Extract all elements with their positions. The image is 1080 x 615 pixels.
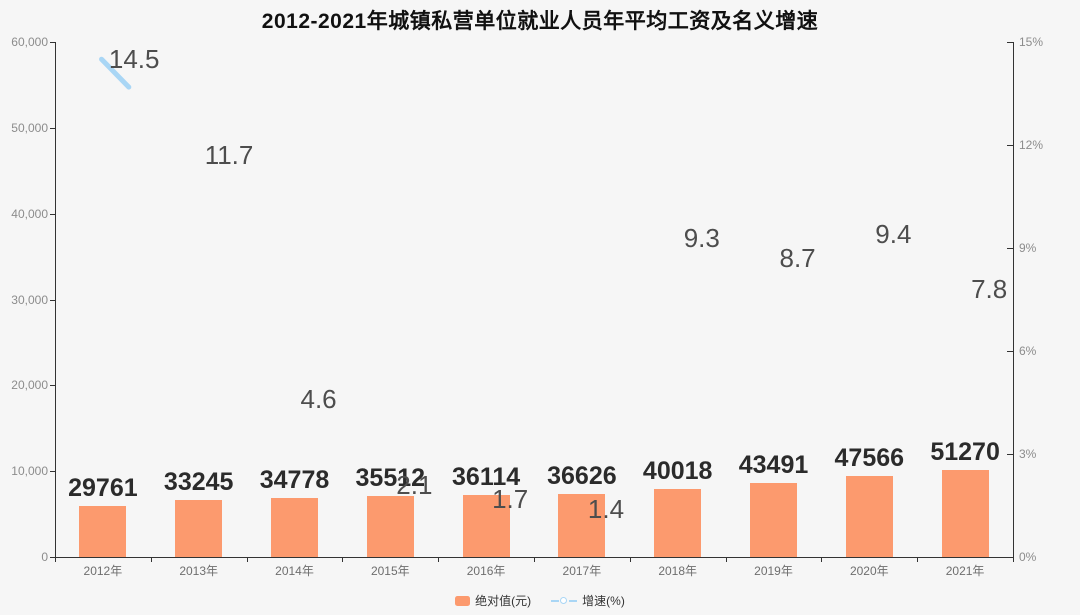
bar-value-label-2017: 36626	[547, 462, 617, 491]
y-axis-left-tick	[50, 213, 55, 215]
y-axis-left-tick	[50, 385, 55, 387]
bar-2014[interactable]	[271, 497, 318, 557]
growth-rate-label-2019: 8.7	[779, 243, 816, 274]
x-axis-label-2021: 2021年	[945, 564, 985, 578]
bar-2016[interactable]	[462, 495, 510, 557]
y-axis-right-tick-label-5: 15%	[1019, 35, 1044, 49]
growth-rate-label-2016: 1.7	[492, 483, 529, 514]
y-axis-right-tick	[1007, 557, 1013, 558]
growth-rate-label-2017: 1.4	[587, 493, 625, 524]
y-axis-right-tick-label-1: 3%	[1019, 447, 1037, 461]
x-axis-label-2012: 2012年	[83, 564, 123, 578]
y-axis-right-tick	[1007, 454, 1013, 455]
growth-rate-label-2020: 9.4	[875, 219, 912, 250]
y-axis-right-tick	[1007, 351, 1013, 352]
y-axis-left-tick-label-4: 40,000	[11, 206, 48, 221]
bar-2020[interactable]	[845, 475, 893, 557]
y-axis-left-tick	[50, 299, 55, 301]
bar-value-label-2012: 29761	[68, 474, 138, 503]
x-axis-label-2016: 2016年	[466, 564, 506, 578]
y-axis-right-tick	[1007, 42, 1013, 43]
bar-2017[interactable]	[558, 494, 606, 557]
x-axis-label-2018: 2018年	[658, 564, 698, 578]
x-axis-label-2020: 2020年	[849, 564, 889, 578]
legend-item-absolute-value[interactable]: 绝对值(元)	[455, 594, 531, 608]
y-axis-right-tick	[1007, 248, 1013, 249]
y-axis-right-tick-label-2: 6%	[1019, 344, 1037, 358]
y-axis-left-tick-label-1: 10,000	[11, 464, 48, 479]
y-axis-left-line	[55, 42, 56, 557]
x-axis-tick	[1013, 557, 1014, 562]
x-axis-label-2015: 2015年	[370, 564, 410, 578]
bar-value-label-2019: 43491	[738, 450, 809, 479]
y-axis-right-tick-label-3: 9%	[1019, 241, 1037, 255]
x-axis-tick	[150, 557, 152, 562]
legend-bar-swatch-icon	[455, 596, 471, 606]
bar-value-label-2020: 47566	[834, 443, 905, 472]
bar-value-label-2015: 35512	[355, 464, 426, 493]
y-axis-right-tick-label-4: 12%	[1019, 138, 1044, 152]
bar-2019[interactable]	[750, 482, 797, 557]
bar-2018[interactable]	[654, 488, 702, 557]
legend: 绝对值(元) 增速(%)	[0, 594, 1080, 608]
x-axis-tick	[821, 557, 823, 562]
y-axis-left-tick-label-3: 30,000	[11, 292, 48, 307]
chart-title: 2012-2021年城镇私营单位就业人员年平均工资及名义增速	[261, 10, 819, 33]
y-axis-left-tick-label-5: 50,000	[11, 120, 48, 135]
x-axis-tick	[246, 557, 248, 562]
bar-2012[interactable]	[79, 506, 127, 557]
x-axis-label-2017: 2017年	[562, 564, 602, 578]
bar-value-label-2013: 33245	[163, 468, 234, 497]
y-axis-left-tick-label-0: 0	[41, 550, 48, 564]
legend-line-marker-icon	[551, 596, 578, 606]
x-axis-tick	[917, 557, 919, 562]
x-axis-label-2013: 2013年	[179, 564, 219, 578]
bar-value-label-2016: 36114	[452, 463, 521, 492]
legend-item-growth-rate[interactable]: 增速(%)	[551, 594, 625, 608]
growth-rate-label-2014: 4.6	[300, 384, 337, 415]
y-axis-left-tick	[50, 471, 55, 473]
y-axis-left-tick-label-2: 20,000	[11, 378, 48, 393]
x-axis-tick	[725, 557, 727, 562]
y-axis-left-tick	[50, 127, 55, 129]
bar-2021[interactable]	[941, 469, 989, 557]
growth-rate-label-2013: 11.7	[204, 140, 254, 171]
y-axis-left-tick	[50, 42, 55, 43]
growth-rate-label-2012: 14.5	[108, 44, 160, 75]
y-axis-left-tick	[50, 557, 55, 558]
bar-2013[interactable]	[175, 500, 223, 557]
x-axis-tick	[438, 557, 440, 562]
legend-item-label: 绝对值(元)	[475, 594, 532, 608]
bar-2015[interactable]	[366, 496, 414, 557]
x-axis-tick	[342, 557, 344, 562]
x-axis-tick	[55, 557, 56, 562]
legend-item-label: 增速(%)	[582, 594, 625, 608]
y-axis-right-tick	[1007, 145, 1013, 146]
bar-value-label-2014: 34778	[259, 465, 330, 494]
bar-value-label-2018: 40018	[642, 456, 713, 485]
bar-value-label-2021: 51270	[930, 437, 1000, 466]
y-axis-left-tick-label-6: 60,000	[11, 35, 48, 49]
x-axis-tick	[629, 557, 631, 562]
x-axis-label-2014: 2014年	[275, 564, 314, 578]
y-axis-right-line	[1013, 42, 1014, 557]
y-axis-right-tick-label-0: 0%	[1019, 550, 1037, 564]
growth-rate-label-2015: 2.1	[396, 469, 433, 500]
growth-rate-label-2021: 7.8	[971, 274, 1008, 305]
x-axis-tick	[534, 557, 535, 562]
x-axis-label-2019: 2019年	[754, 564, 793, 578]
growth-rate-label-2018: 9.3	[683, 222, 720, 253]
